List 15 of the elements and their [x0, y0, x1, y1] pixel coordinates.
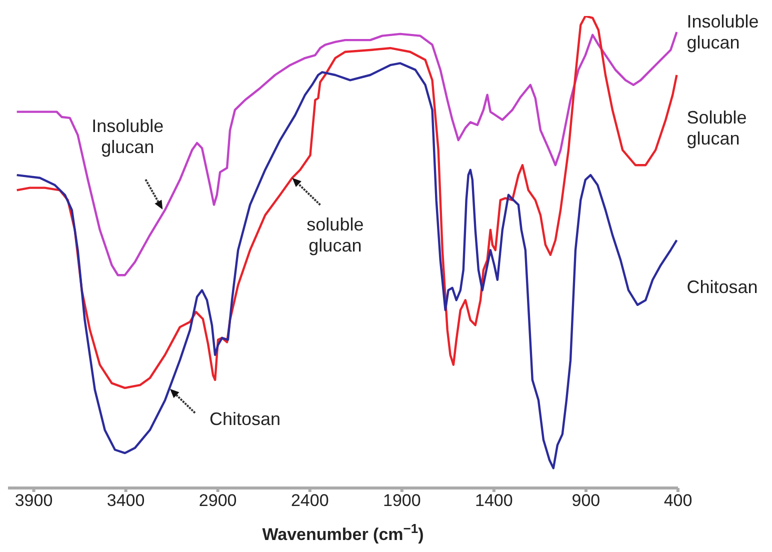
series-label: Soluble glucan	[686, 108, 747, 148]
x-tick-label: 400	[664, 491, 692, 510]
x-tick-label: 1900	[382, 491, 421, 510]
annotation: Insoluble glucan	[92, 116, 164, 158]
series-label: Insoluble glucan	[686, 12, 759, 53]
x-tick-label: 1400	[475, 491, 513, 510]
x-tick-label: 900	[572, 491, 600, 510]
x-tick-label: 2400	[290, 491, 329, 510]
x-tick-label: 2900	[198, 491, 237, 510]
x-tick-label: 3400	[106, 491, 145, 510]
x-tick-label: 3900	[14, 491, 53, 510]
x-axis-title: Wavenumber (cm$^{−1}$)	[262, 520, 424, 544]
annotation: Chitosan	[209, 408, 280, 429]
series-label: Chitosan	[686, 277, 758, 298]
annotation: soluble glucan	[306, 214, 364, 256]
